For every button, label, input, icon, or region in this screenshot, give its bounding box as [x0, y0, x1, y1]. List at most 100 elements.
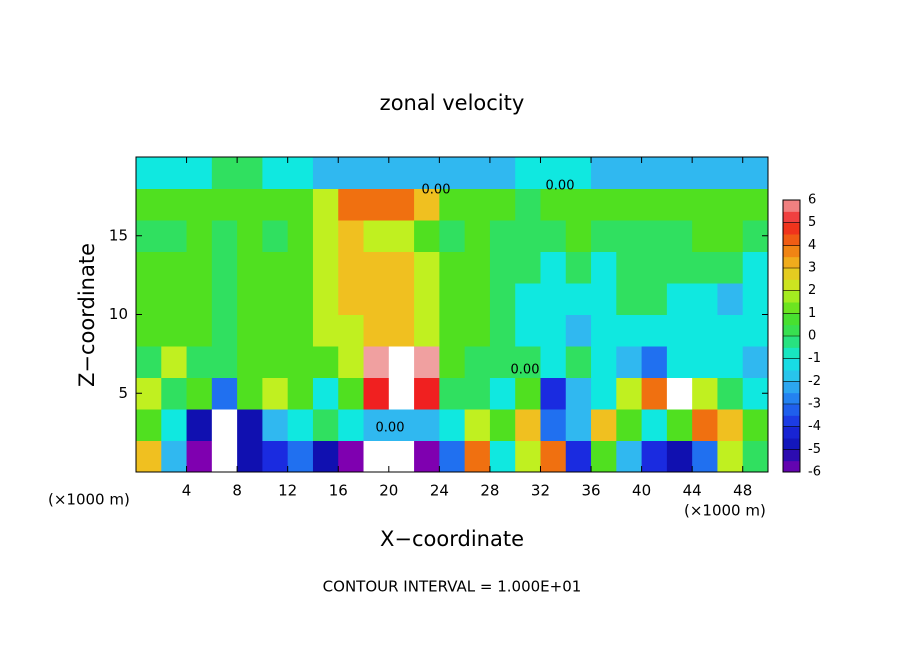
cell — [540, 409, 567, 441]
cell — [338, 251, 365, 284]
cell — [540, 377, 567, 410]
cell — [489, 157, 516, 189]
y-tick-label: 10 — [109, 305, 128, 323]
cell — [186, 440, 213, 473]
cell — [312, 188, 339, 221]
cell — [388, 188, 415, 221]
cell — [136, 409, 162, 441]
cell — [414, 188, 440, 221]
cell — [616, 283, 643, 315]
colorbar-band — [783, 234, 800, 246]
cell — [136, 251, 162, 284]
x-tick-label: 48 — [733, 482, 752, 500]
cell — [287, 409, 314, 441]
cell — [287, 346, 314, 378]
cell — [161, 377, 188, 410]
cell — [237, 188, 263, 221]
cell — [338, 157, 365, 189]
cell — [717, 251, 744, 284]
cell — [616, 346, 643, 378]
cell — [616, 314, 643, 347]
cell — [186, 314, 213, 347]
cell — [439, 377, 466, 410]
contour-label: 0.00 — [422, 183, 451, 198]
cell — [540, 283, 567, 315]
cell — [363, 377, 390, 410]
cell — [414, 220, 440, 252]
cell — [540, 314, 567, 347]
cell — [591, 220, 617, 252]
cell — [439, 188, 466, 221]
cell — [489, 409, 516, 441]
cell — [717, 314, 744, 347]
cell — [616, 251, 643, 284]
cell — [414, 346, 440, 378]
colorbar-band — [783, 279, 800, 292]
cell — [666, 220, 693, 252]
cell — [186, 188, 213, 221]
cell — [338, 409, 365, 441]
cell — [515, 283, 541, 315]
cell — [666, 283, 693, 315]
cell — [641, 251, 668, 284]
cell — [489, 314, 516, 347]
cell — [338, 377, 365, 410]
cell — [464, 377, 491, 410]
cell — [237, 377, 263, 410]
colorbar-tick-label: -1 — [808, 351, 821, 366]
cell — [287, 314, 314, 347]
cell — [591, 283, 617, 315]
cell — [262, 346, 289, 378]
x-tick-label: 4 — [182, 482, 192, 500]
cell — [692, 220, 718, 252]
x-tick-label: 20 — [379, 482, 398, 500]
contour-label: 0.00 — [546, 179, 575, 194]
cell — [388, 220, 415, 252]
cell — [742, 440, 769, 473]
cell — [211, 346, 238, 378]
cell — [565, 188, 592, 221]
cell — [439, 283, 466, 315]
cell — [692, 251, 718, 284]
cell — [616, 188, 643, 221]
cell — [312, 314, 339, 347]
cell — [591, 314, 617, 347]
cell — [666, 251, 693, 284]
contour-label: 0.00 — [511, 363, 540, 378]
cell — [211, 157, 238, 189]
cell — [540, 157, 567, 189]
cell — [489, 220, 516, 252]
colorbar-tick-label: 0 — [808, 329, 816, 344]
colorbar-band — [783, 381, 800, 394]
colorbar-band — [783, 324, 800, 337]
cell — [312, 377, 339, 410]
colorbar-band — [783, 336, 800, 348]
cell — [186, 157, 213, 189]
cell — [338, 283, 365, 315]
cell — [666, 346, 693, 378]
cell — [464, 251, 491, 284]
cell — [666, 157, 693, 189]
cell — [666, 188, 693, 221]
colorbar-band — [783, 211, 800, 224]
cell — [515, 440, 541, 473]
colorbar-tick-label: 5 — [808, 215, 816, 230]
colorbar-band — [783, 313, 800, 326]
x-tick-label: 32 — [531, 482, 550, 500]
cell — [591, 157, 617, 189]
cell — [591, 188, 617, 221]
cell — [565, 157, 592, 189]
colorbar-tick-label: -3 — [808, 397, 821, 412]
cell — [186, 283, 213, 315]
cell — [565, 283, 592, 315]
cell — [161, 157, 188, 189]
x-axis-label: X−coordinate — [380, 527, 524, 551]
cell — [388, 283, 415, 315]
cell — [287, 440, 314, 473]
cell — [692, 409, 718, 441]
cell — [489, 283, 516, 315]
cell — [717, 220, 744, 252]
cell — [489, 251, 516, 284]
colorbar-tick-label: -4 — [808, 419, 821, 434]
cell — [591, 409, 617, 441]
